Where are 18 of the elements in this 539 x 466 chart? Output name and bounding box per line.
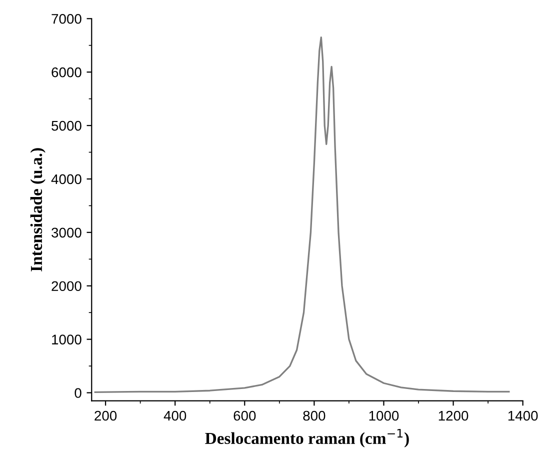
- y-tick-label: 2000: [52, 281, 82, 292]
- x-tick-label: 800: [303, 410, 326, 421]
- y-tick-label: 1000: [52, 334, 82, 344]
- y-tick-label: 6000: [52, 67, 82, 78]
- x-tick-label: 1400: [508, 410, 538, 421]
- x-tick-label: 600: [234, 410, 256, 421]
- y-tick-label: 5000: [52, 120, 82, 131]
- y-tick-label: 7000: [52, 14, 82, 24]
- x-tick-label: 400: [164, 410, 186, 421]
- x-tick-label: 1200: [438, 410, 468, 421]
- y-tick-label: 3000: [52, 228, 82, 238]
- line-series: [94, 36, 510, 394]
- y-axis-title: Intensidade (u.a.): [30, 148, 46, 272]
- x-tick-label: 1000: [369, 410, 399, 421]
- y-tick-label: 0: [74, 388, 82, 398]
- x-axis-title: Deslocamento raman (cm$^{−1}$): [205, 428, 409, 448]
- y-tick-label: 4000: [51, 174, 82, 184]
- x-tick-label: 200: [94, 410, 117, 421]
